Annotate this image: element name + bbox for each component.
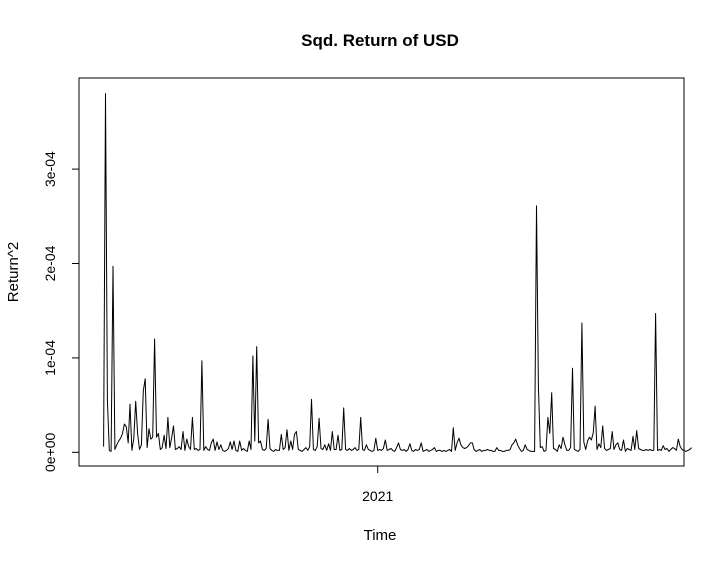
x-axis-title: Time <box>364 527 397 544</box>
x-tick-label: 2021 <box>362 488 393 504</box>
chart-title: Sqd. Return of USD <box>301 31 459 50</box>
x-axis: 2021 <box>362 466 393 504</box>
y-tick-label: 2e-04 <box>42 245 58 281</box>
series-line <box>103 93 692 452</box>
y-tick-label: 0e+00 <box>42 432 58 472</box>
plot-frame <box>78 77 685 467</box>
y-tick-label: 1e-04 <box>42 340 58 376</box>
y-axis-title: Return^2 <box>5 242 22 302</box>
y-tick-label: 3e-04 <box>42 151 58 187</box>
y-axis: 0e+00 1e-04 2e-04 3e-04 <box>42 151 80 472</box>
